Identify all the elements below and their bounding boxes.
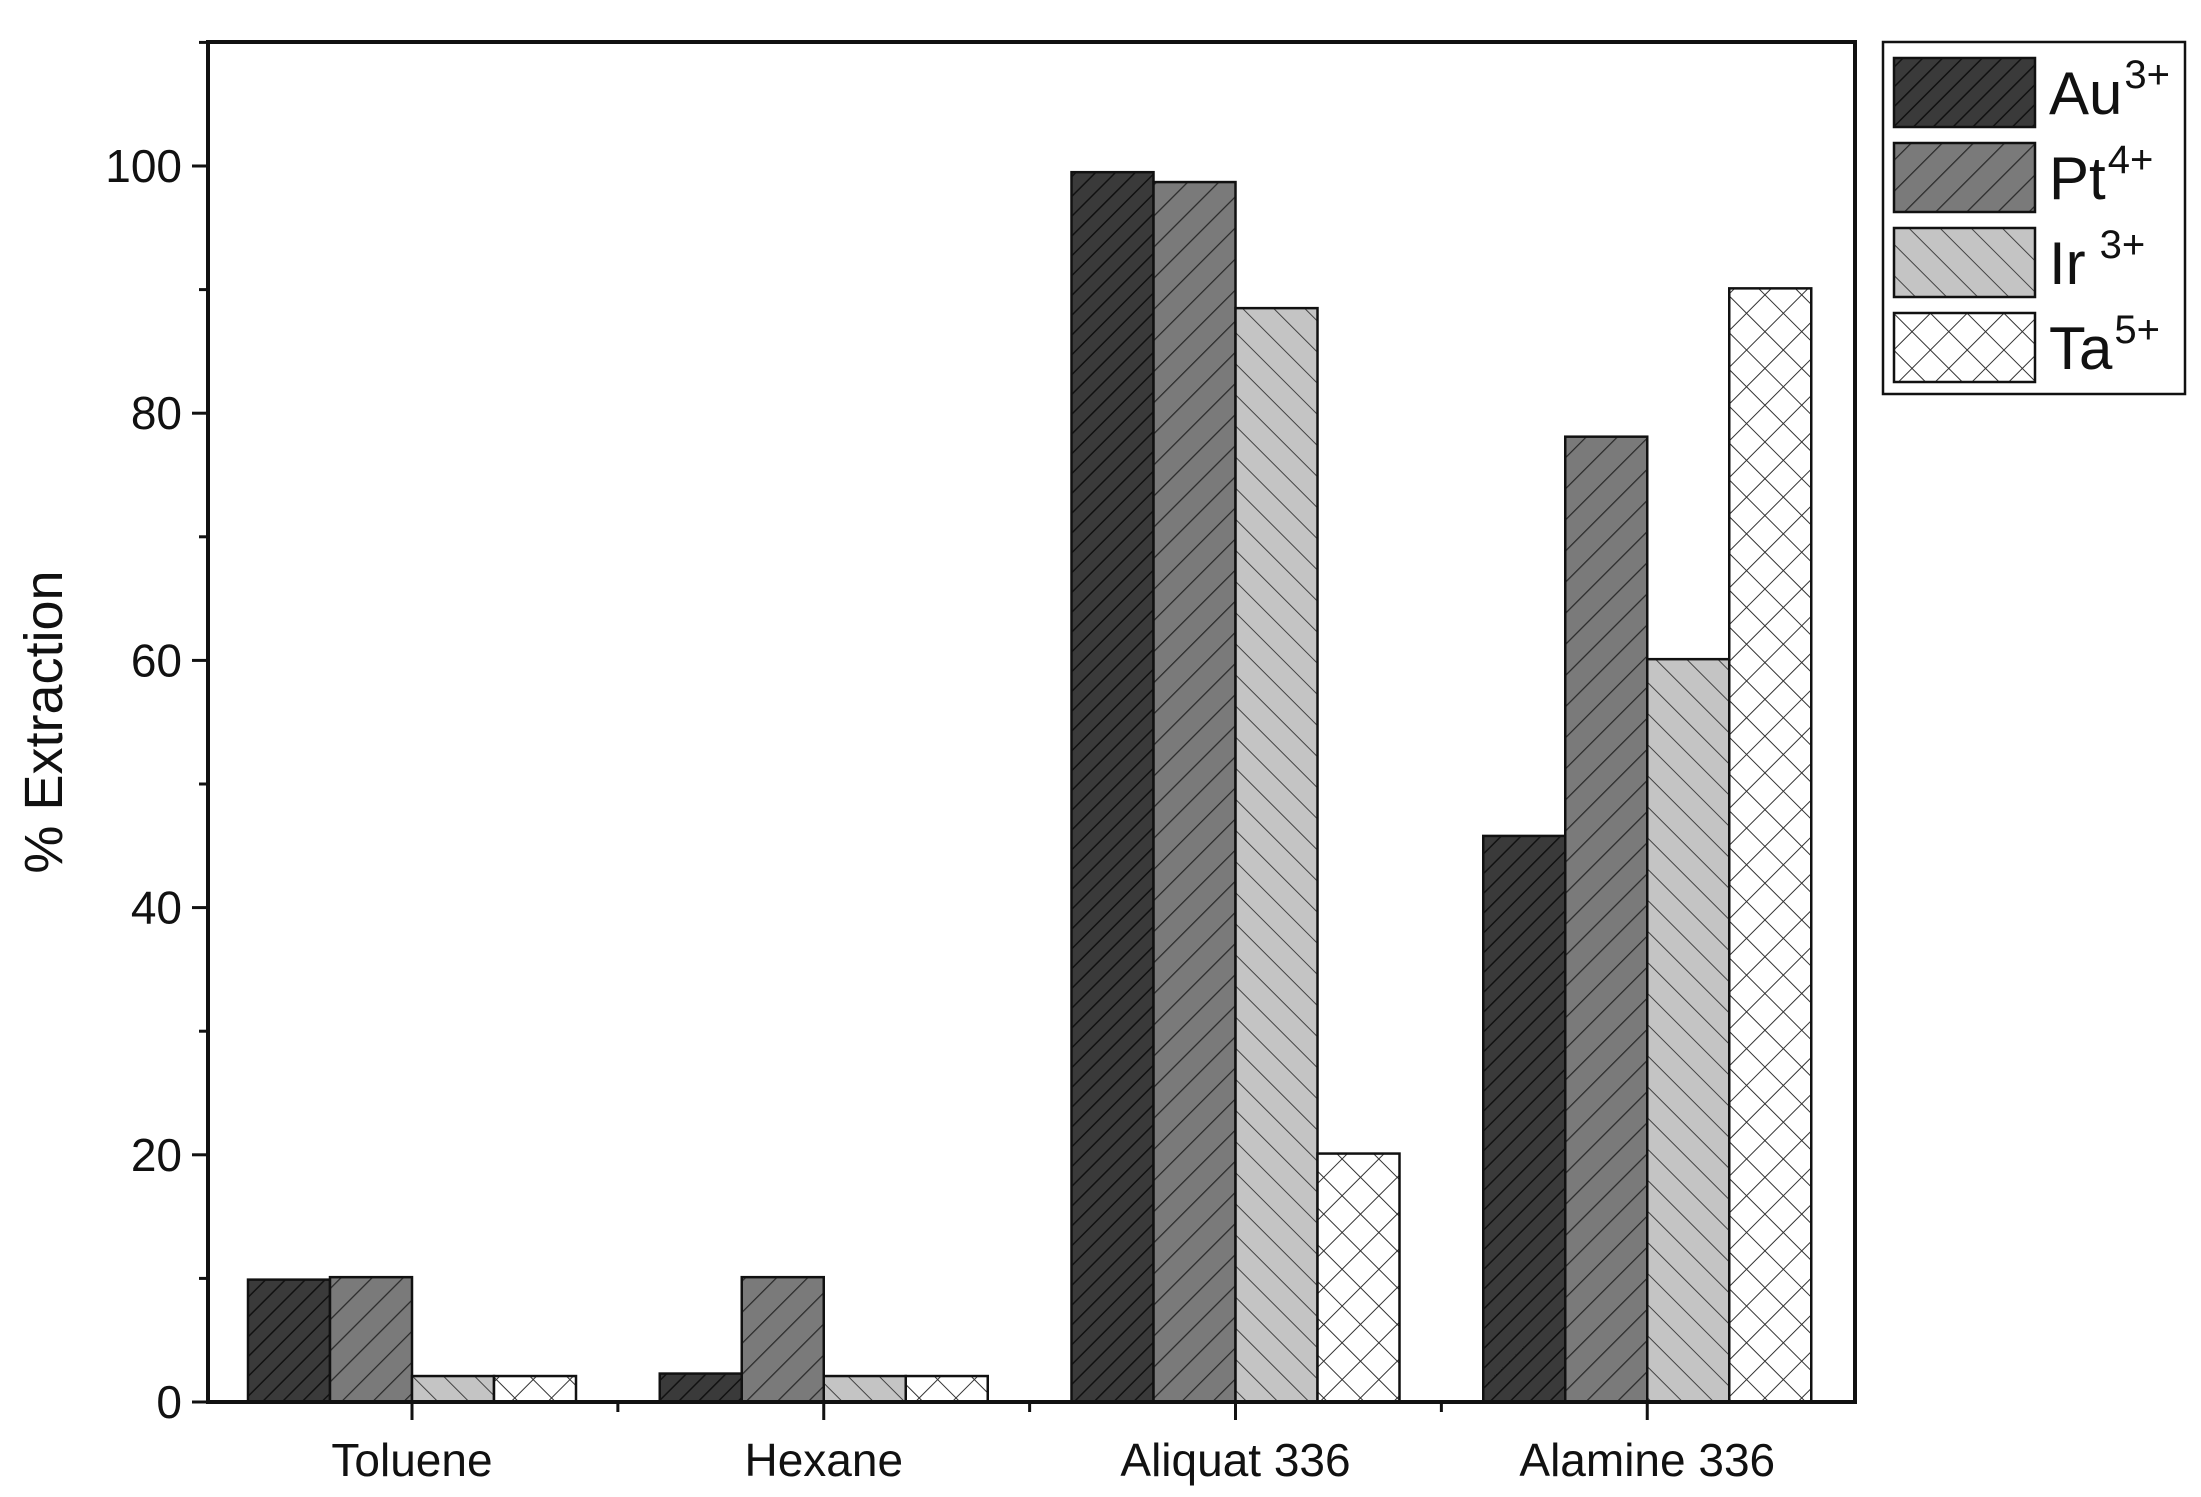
bar-pt-hexane [740, 1275, 825, 1404]
y-tick-label: 40 [131, 882, 182, 934]
legend-label-ir: Ir 3+ [2049, 223, 2145, 297]
y-tick-label: 0 [156, 1376, 182, 1428]
y-axis: 0 20 40 60 80 100 [105, 40, 208, 1428]
legend-label-ta: Ta5+ [2049, 308, 2160, 382]
bar-au-toluene [246, 1278, 332, 1404]
bar-au-hexane [658, 1372, 743, 1404]
legend-swatch-ir [1892, 226, 2037, 299]
bar-pt-toluene [328, 1275, 414, 1404]
x-tick-label: Aliquat 336 [1120, 1434, 1350, 1486]
bar-au-alamine-336 [1482, 834, 1567, 1404]
bar-ir-hexane [822, 1374, 907, 1404]
bar-pt-alamine-336 [1564, 435, 1649, 1404]
x-tick-label: Toluene [331, 1434, 492, 1486]
legend-swatch-ta [1892, 311, 2037, 384]
legend-label-au: Au3+ [2049, 53, 2170, 127]
bar-ta-hexane [904, 1374, 989, 1404]
y-tick-label: 100 [105, 140, 182, 192]
x-tick-label: Alamine 336 [1519, 1434, 1775, 1486]
legend-swatch-pt [1892, 141, 2037, 214]
bar-au-aliquat-336 [1070, 170, 1155, 1404]
plot-frame [206, 40, 1857, 1404]
y-axis-label: % Extraction [14, 570, 74, 873]
legend: Au3+ Pt4+ Ir 3+ Ta5+ [1881, 40, 2187, 396]
bar-ta-toluene [492, 1374, 578, 1404]
legend-label-pt: Pt4+ [2049, 138, 2153, 212]
y-tick-label: 20 [131, 1129, 182, 1181]
x-tick-label: Hexane [744, 1434, 903, 1486]
bars-group [246, 170, 1813, 1404]
x-axis: Toluene Hexane Aliquat 336 Alamine 336 [331, 1402, 1775, 1486]
bar-ir-aliquat-336 [1234, 306, 1319, 1404]
legend-swatch-au [1892, 56, 2037, 129]
bar-ta-aliquat-336 [1316, 1152, 1401, 1404]
bar-ir-alamine-336 [1646, 657, 1731, 1404]
y-tick-label: 80 [131, 387, 182, 439]
bar-pt-aliquat-336 [1152, 180, 1237, 1404]
bar-ta-alamine-336 [1728, 287, 1813, 1404]
y-tick-label: 60 [131, 634, 182, 686]
bar-ir-toluene [410, 1374, 496, 1404]
